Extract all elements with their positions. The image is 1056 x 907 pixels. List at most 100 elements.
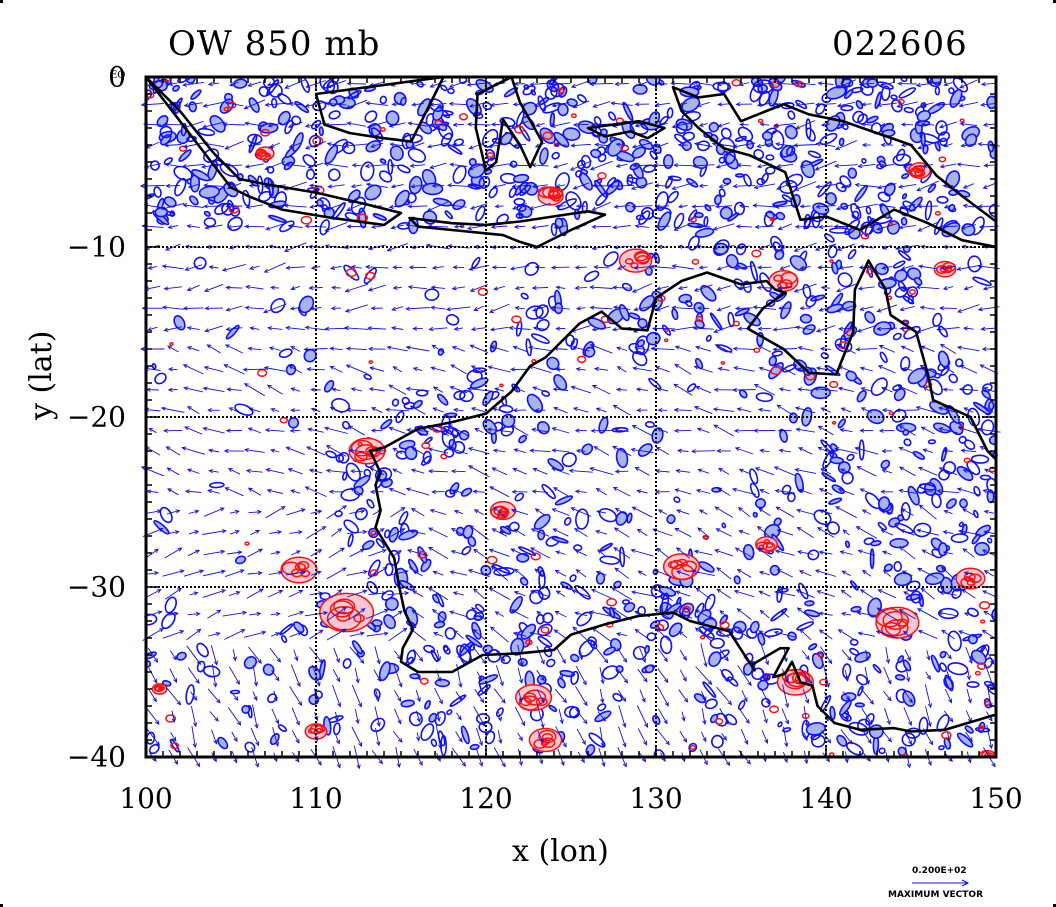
vector-head [572,244,578,249]
wind-vector [738,468,750,474]
wind-vector [596,509,607,515]
vector-head [385,407,391,412]
neg-contour [987,537,993,544]
wind-vector [715,528,732,537]
vector-shaft [161,407,185,413]
vector-head [285,325,291,331]
wind-vector [657,648,668,663]
wind-vector [754,224,775,230]
wind-vector [203,283,224,293]
neg-contour [733,575,741,585]
pos-contour [979,600,991,610]
vector-head [428,527,434,532]
vector-head [663,657,668,663]
vector-shaft [332,388,341,392]
vector-head [396,763,401,769]
vector-head [570,385,576,390]
neg-contour [177,77,194,84]
vector-shaft [229,81,239,87]
wind-vector [351,726,363,748]
neg-contour [739,389,748,399]
vector-head [675,547,681,552]
vector-head [696,305,702,311]
vector-head [778,306,783,311]
vector-shaft [530,632,551,637]
wind-vector [718,184,729,189]
vector-shaft [184,387,203,393]
vector-shaft [243,368,267,371]
neg-contour [820,352,829,360]
vector-shaft [271,670,280,681]
vector-shaft [451,528,467,538]
wind-vector [182,81,205,87]
vector-head [234,696,239,701]
wind-vector [247,81,262,87]
vector-shaft [290,489,301,494]
wind-vector [161,264,184,270]
wind-vector [290,489,301,494]
neg-contour [575,508,590,530]
vector-head [335,658,340,664]
vector-head [398,738,403,743]
vector-shaft [532,225,549,229]
vector-shaft [430,162,447,169]
vector-shaft [394,708,402,724]
neg-contour [398,510,409,526]
wind-vector [513,568,526,578]
vector-head [255,530,261,534]
vector-shaft [351,684,362,707]
neg-contour [364,184,382,201]
wind-vector [657,509,668,515]
vector-head [489,345,495,350]
wind-vector [452,122,465,127]
vector-shaft [429,327,448,330]
wind-vector [634,224,650,229]
vector-shaft [470,284,488,292]
wind-vector [670,326,696,332]
neg-contour [631,146,647,159]
wind-vector [794,406,816,414]
wind-vector [714,549,734,557]
vector-shaft [672,182,695,190]
vector-head [555,590,561,595]
vector-shaft [656,628,670,641]
vector-shaft [286,327,306,331]
vector-head [695,224,701,229]
vector-shaft [246,286,264,290]
vector-head [295,757,300,763]
wind-vector [654,224,670,229]
vector-head [783,657,788,663]
wind-vector [225,305,243,312]
wind-vector [204,325,223,333]
wind-vector [618,690,627,703]
neg-contour [693,693,706,704]
wind-vector [678,630,688,639]
vector-head [327,184,333,189]
wind-vector [473,305,485,311]
vector-shaft [454,510,463,515]
pos-contour [938,156,947,163]
vector-head [758,570,764,575]
vector-shaft [224,569,244,578]
wind-vector [165,446,181,456]
wind-vector [637,81,647,87]
vector-shaft [716,163,732,168]
vector-head [528,206,535,211]
wind-vector [267,122,282,128]
vector-head [656,81,662,86]
vector-shaft [227,225,242,228]
wind-vector [287,468,303,475]
vector-head [691,569,697,574]
vector-head [518,697,523,703]
vector-shaft [351,266,362,269]
neg-contour [697,140,710,152]
vector-head [287,123,293,128]
wind-vector [555,726,567,748]
wind-vector [693,365,713,373]
wind-vector [190,691,198,701]
wind-vector [512,203,528,210]
pos-contour [980,619,986,624]
vector-head [814,166,820,171]
wind-vector [595,647,609,664]
vector-head [572,185,578,190]
